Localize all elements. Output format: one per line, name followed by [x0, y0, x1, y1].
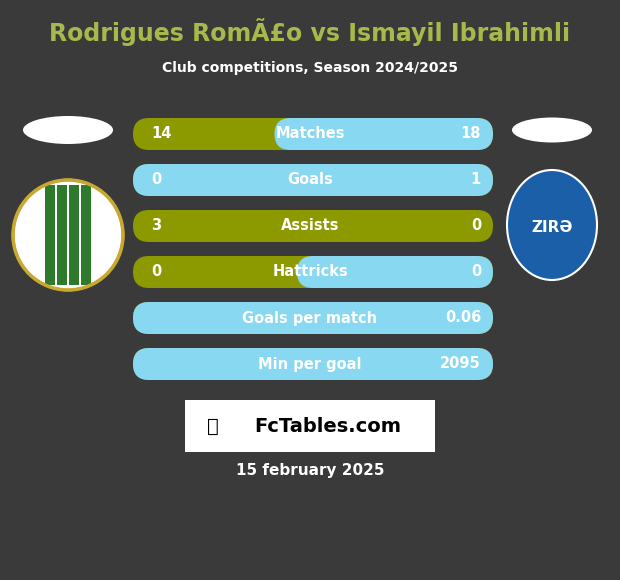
Text: FcTables.com: FcTables.com	[254, 416, 402, 436]
FancyBboxPatch shape	[133, 348, 493, 380]
FancyBboxPatch shape	[133, 210, 493, 242]
FancyBboxPatch shape	[133, 302, 493, 334]
Text: 15 february 2025: 15 february 2025	[236, 462, 384, 477]
FancyBboxPatch shape	[133, 348, 493, 380]
Bar	[45, 185, 55, 285]
Text: 3: 3	[151, 219, 161, 234]
Text: Assists: Assists	[281, 219, 339, 234]
Text: Min per goal: Min per goal	[259, 357, 361, 372]
Bar	[57, 185, 67, 285]
Text: 1: 1	[471, 172, 481, 187]
Text: 0: 0	[151, 172, 161, 187]
Bar	[69, 185, 79, 285]
Text: 0: 0	[471, 219, 481, 234]
Text: Goals: Goals	[287, 172, 333, 187]
Text: 14: 14	[151, 126, 171, 142]
Text: 18: 18	[461, 126, 481, 142]
FancyBboxPatch shape	[133, 256, 493, 288]
Text: Rodrigues RomÃ£o vs Ismayil Ibrahimli: Rodrigues RomÃ£o vs Ismayil Ibrahimli	[50, 18, 570, 46]
Circle shape	[13, 180, 123, 290]
Text: Goals per match: Goals per match	[242, 310, 378, 325]
Ellipse shape	[507, 170, 597, 280]
FancyBboxPatch shape	[133, 164, 493, 196]
Text: Matches: Matches	[275, 126, 345, 142]
FancyBboxPatch shape	[275, 118, 493, 150]
Text: 0: 0	[151, 264, 161, 280]
FancyBboxPatch shape	[133, 118, 493, 150]
Text: 📊: 📊	[207, 416, 219, 436]
Text: Club competitions, Season 2024/2025: Club competitions, Season 2024/2025	[162, 61, 458, 75]
Ellipse shape	[23, 116, 113, 144]
Text: 0: 0	[471, 264, 481, 280]
Text: Hattricks: Hattricks	[272, 264, 348, 280]
Text: 2095: 2095	[440, 357, 481, 372]
FancyBboxPatch shape	[185, 400, 435, 452]
FancyBboxPatch shape	[133, 302, 493, 334]
Ellipse shape	[512, 118, 592, 143]
Text: ZIRƏ: ZIRƏ	[531, 220, 573, 235]
FancyBboxPatch shape	[297, 256, 493, 288]
Bar	[81, 185, 91, 285]
Text: 0.06: 0.06	[445, 310, 481, 325]
FancyBboxPatch shape	[133, 164, 493, 196]
